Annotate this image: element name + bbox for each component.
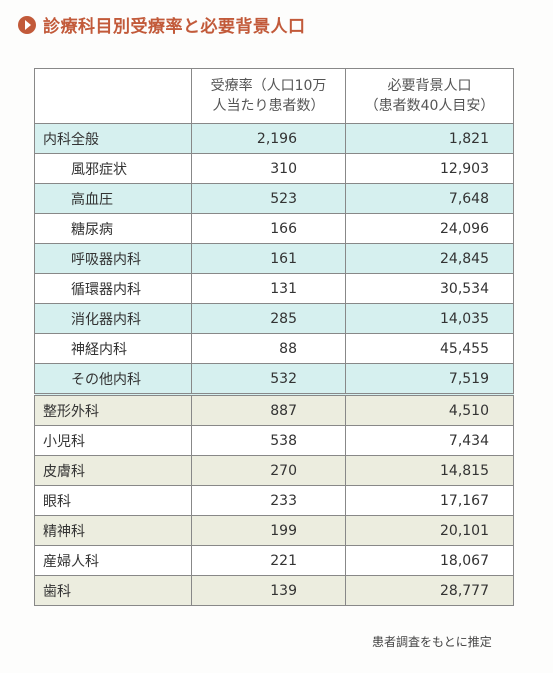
row-population: 1,821 — [345, 123, 514, 154]
row-rate: 221 — [191, 545, 346, 576]
page-title: 診療科目別受療率と必要背景人口 — [18, 12, 306, 37]
table-row: 高血圧 523 7,648 — [34, 183, 514, 214]
row-label: その他内科 — [34, 363, 192, 395]
table-row: 内科全般 2,196 1,821 — [34, 123, 514, 154]
row-label: 小児科 — [34, 425, 192, 456]
row-population: 18,067 — [345, 545, 514, 576]
row-population: 17,167 — [345, 485, 514, 516]
row-label: 皮膚科 — [34, 455, 192, 486]
row-rate: 233 — [191, 485, 346, 516]
row-rate: 139 — [191, 575, 346, 606]
table-row: 皮膚科 270 14,815 — [34, 455, 514, 486]
row-population: 7,434 — [345, 425, 514, 456]
row-population: 24,096 — [345, 213, 514, 244]
row-label: 精神科 — [34, 515, 192, 546]
header-blank — [34, 68, 192, 124]
header-pop-line2: （患者数40人目安） — [364, 98, 495, 114]
department-table: 受療率（人口10万 人当たり患者数） 必要背景人口 （患者数40人目安） 内科全… — [34, 68, 514, 606]
row-rate: 270 — [191, 455, 346, 486]
table-row: 小児科 538 7,434 — [34, 425, 514, 456]
table-row: 神経内科 88 45,455 — [34, 333, 514, 364]
row-population: 14,815 — [345, 455, 514, 486]
table-row: 呼吸器内科 161 24,845 — [34, 243, 514, 274]
row-population: 28,777 — [345, 575, 514, 606]
row-rate: 310 — [191, 153, 346, 184]
header-rate-line2: 人当たり患者数） — [212, 98, 325, 114]
row-rate: 88 — [191, 333, 346, 364]
row-label: 呼吸器内科 — [34, 243, 192, 274]
row-rate: 2,196 — [191, 123, 346, 154]
row-label: 消化器内科 — [34, 303, 192, 334]
row-population: 20,101 — [345, 515, 514, 546]
table-row: 風邪症状 310 12,903 — [34, 153, 514, 184]
row-rate: 166 — [191, 213, 346, 244]
table-row: 循環器内科 131 30,534 — [34, 273, 514, 304]
row-population: 14,035 — [345, 303, 514, 334]
table-row: 精神科 199 20,101 — [34, 515, 514, 546]
row-label: 神経内科 — [34, 333, 192, 364]
row-population: 45,455 — [345, 333, 514, 364]
table-row: 整形外科 887 4,510 — [34, 393, 514, 426]
header-rate: 受療率（人口10万 人当たり患者数） — [191, 68, 346, 124]
row-label: 循環器内科 — [34, 273, 192, 304]
row-population: 7,519 — [345, 363, 514, 395]
row-population: 12,903 — [345, 153, 514, 184]
table-row: 消化器内科 285 14,035 — [34, 303, 514, 334]
row-rate: 131 — [191, 273, 346, 304]
row-label: 産婦人科 — [34, 545, 192, 576]
header-pop-line1: 必要背景人口 — [387, 78, 472, 94]
row-rate: 285 — [191, 303, 346, 334]
source-note: 患者調査をもとに推定 — [372, 635, 492, 649]
row-population: 30,534 — [345, 273, 514, 304]
table-row: 糖尿病 166 24,096 — [34, 213, 514, 244]
row-label: 風邪症状 — [34, 153, 192, 184]
table-row: その他内科 532 7,519 — [34, 363, 514, 395]
row-rate: 887 — [191, 393, 346, 426]
play-arrow-icon — [18, 15, 36, 34]
row-label: 歯科 — [34, 575, 192, 606]
table-header-row: 受療率（人口10万 人当たり患者数） 必要背景人口 （患者数40人目安） — [34, 68, 514, 124]
row-population: 24,845 — [345, 243, 514, 274]
row-rate: 161 — [191, 243, 346, 274]
row-population: 7,648 — [345, 183, 514, 214]
title-text: 診療科目別受療率と必要背景人口 — [43, 17, 306, 37]
table-row: 歯科 139 28,777 — [34, 575, 514, 606]
table-row: 産婦人科 221 18,067 — [34, 545, 514, 576]
row-label: 糖尿病 — [34, 213, 192, 244]
row-population: 4,510 — [345, 393, 514, 426]
row-label: 内科全般 — [34, 123, 192, 154]
row-rate: 538 — [191, 425, 346, 456]
row-rate: 523 — [191, 183, 346, 214]
header-rate-line1: 受療率（人口10万 — [210, 78, 327, 94]
row-label: 眼科 — [34, 485, 192, 516]
row-rate: 199 — [191, 515, 346, 546]
row-label: 高血圧 — [34, 183, 192, 214]
header-population: 必要背景人口 （患者数40人目安） — [345, 68, 514, 124]
table-row: 眼科 233 17,167 — [34, 485, 514, 516]
row-label: 整形外科 — [34, 393, 192, 426]
row-rate: 532 — [191, 363, 346, 395]
